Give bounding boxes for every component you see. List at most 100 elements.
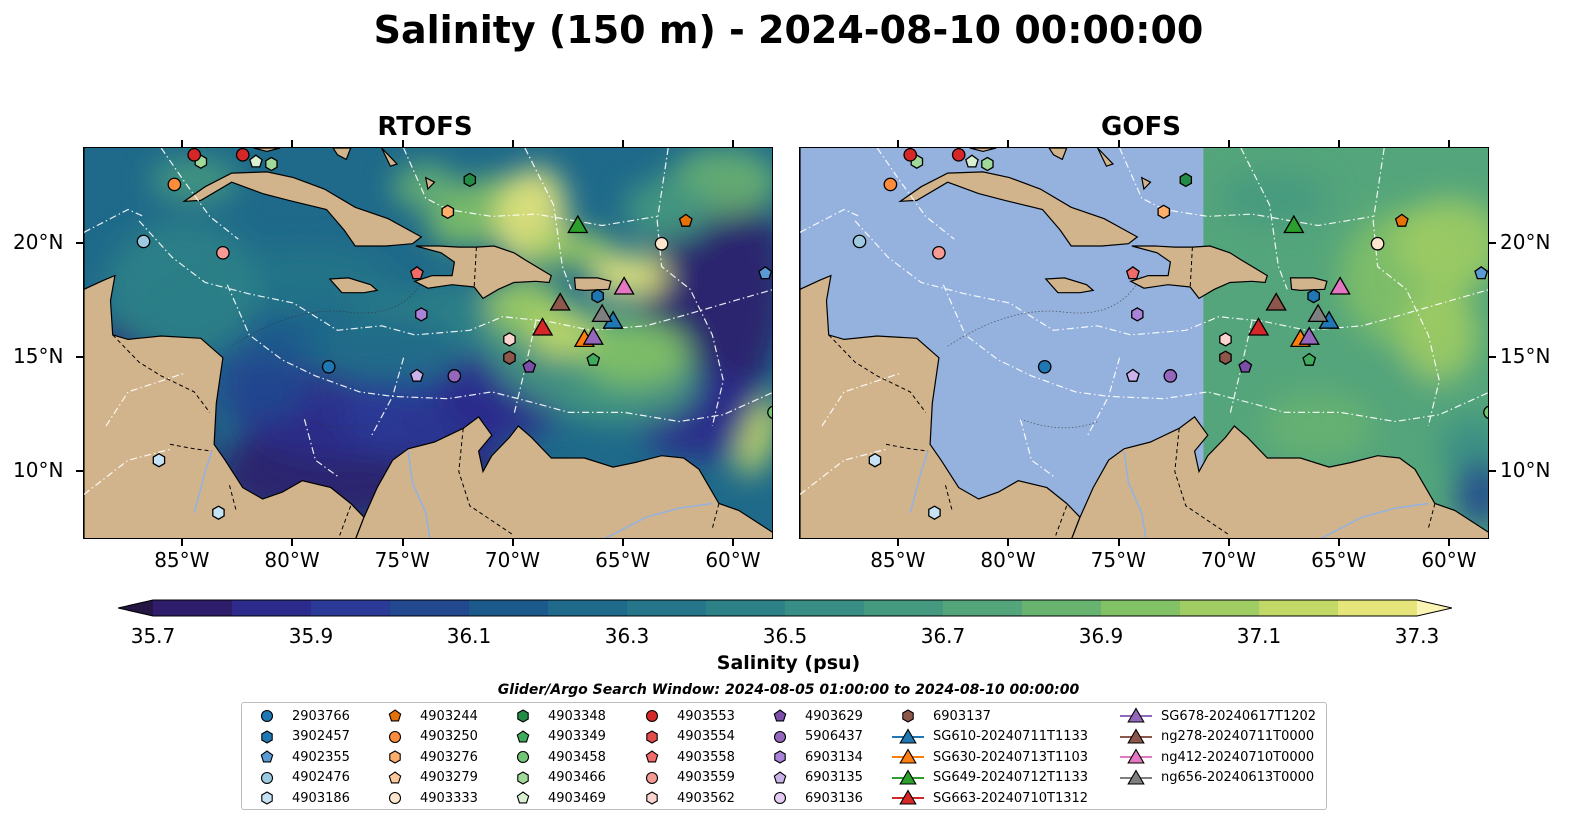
panel-title-rtofs: RTOFS <box>377 112 473 142</box>
eez-line-3 <box>403 148 658 227</box>
argo-marker-6903135 <box>1125 368 1140 382</box>
legend: 2903766 3902457 4902355 4902476 4903186 49032… <box>241 702 1327 810</box>
colorbar-bin <box>864 600 944 616</box>
land-jamaica <box>1044 277 1095 294</box>
lat-tick-mark <box>76 469 83 472</box>
legend-marker-triangle-icon <box>1120 748 1152 764</box>
lon-tick-mark <box>511 140 514 147</box>
legend-marker-triangle-icon <box>1120 707 1152 723</box>
legend-item-ng656-20240613T0000: ng656-20240613T0000 <box>1119 768 1314 788</box>
legend-label: SG649-20240712T1133 <box>933 770 1089 785</box>
lon-tick-mark <box>1227 140 1230 147</box>
lat-tick-mark <box>1489 469 1496 472</box>
argo-marker-4903186 <box>152 452 166 468</box>
lon-tick-mark <box>401 140 404 147</box>
eez-line-0 <box>854 220 1488 336</box>
lon-tick-label-gofs: 60°W <box>1421 548 1477 572</box>
colorbar-bin <box>548 600 628 616</box>
colorbar-tick-label: 37.3 <box>1394 624 1440 648</box>
lon-tick-mark <box>1117 539 1120 546</box>
argo-marker-4903469 <box>249 154 263 168</box>
legend-marker-triangle-icon <box>1120 768 1152 785</box>
colorbar-tick-label: 36.7 <box>920 624 966 648</box>
eez-line-2 <box>160 148 239 240</box>
argo-marker-4903186 <box>212 505 225 520</box>
country-border-6 <box>711 503 720 529</box>
river-1 <box>1123 450 1147 538</box>
eez-line-1 <box>226 284 772 423</box>
argo-marker-4903629 <box>1238 359 1253 373</box>
legend-item-SG610-20240711T1133: SG610-20240711T1133 <box>891 727 1088 747</box>
colorbar-over-arrow <box>1417 600 1452 616</box>
country-border-1 <box>885 443 928 452</box>
argo-marker-4903458 <box>767 405 772 419</box>
legend-label: 6903137 <box>933 708 991 724</box>
argo-marker-4903250 <box>167 177 182 192</box>
legend-label: 4903250 <box>420 729 478 744</box>
colorbar-tick-label: 35.9 <box>288 624 334 648</box>
glider-marker-SG678-20240617T1202 <box>1298 326 1320 345</box>
legend-label: 4903466 <box>548 770 606 785</box>
argo-marker-4903186 <box>868 452 882 468</box>
lat-tick-mark <box>1489 355 1496 358</box>
land-florida-keys <box>253 148 281 153</box>
lon-tick-label-gofs: 75°W <box>1090 548 1146 572</box>
argo-marker-3902457 <box>1307 288 1320 304</box>
argo-marker-3902457 <box>591 288 604 304</box>
legend-label: 5906437 <box>805 729 863 744</box>
lon-tick-label-rtofs: 70°W <box>484 548 541 572</box>
colorbar-bin <box>469 600 549 616</box>
legend-marker-pentagon-icon <box>773 709 787 722</box>
argo-marker-4902476 <box>852 234 867 249</box>
land-jamaica <box>328 277 379 294</box>
legend-marker-hexagon-icon <box>774 750 786 764</box>
argo-marker-4903458 <box>1483 405 1488 419</box>
lat-tick-label-left: 10°N <box>13 457 64 482</box>
eez-line-6 <box>105 373 184 427</box>
argo-marker-4902476 <box>136 234 151 249</box>
river-0 <box>193 450 213 513</box>
land-florida-keys <box>969 148 997 153</box>
argo-marker-4902355 <box>1474 265 1488 280</box>
gofs-map[interactable] <box>799 147 1489 539</box>
colorbar-bin <box>1259 600 1339 616</box>
legend-label: ng412-20240710T0000 <box>1161 749 1315 765</box>
legend-label: 4903562 <box>677 790 735 806</box>
gofs-map-canvas <box>800 148 1488 538</box>
legend-marker-pentagon-icon <box>773 770 787 783</box>
colorbar-outline <box>118 599 1452 617</box>
lat-tick-label-right: 15°N <box>1500 343 1551 368</box>
glider-marker-ng656-20240613T0000 <box>1307 303 1329 323</box>
lon-tick-label-gofs: 80°W <box>980 548 1036 572</box>
legend-item-4903333: 4903333 <box>378 788 478 808</box>
legend-label: 4903554 <box>677 729 735 744</box>
legend-label: 4902355 <box>292 749 350 765</box>
colorbar-bin <box>1022 600 1102 616</box>
colorbar-tick-label: 36.5 <box>762 624 808 648</box>
rtofs-map[interactable] <box>83 147 773 539</box>
colorbar-tick-label: 36.3 <box>604 624 650 648</box>
lon-tick-mark <box>1448 539 1451 546</box>
land-bahamas-3 <box>424 176 436 191</box>
legend-label: 4903186 <box>292 790 350 806</box>
argo-marker-4903244 <box>678 213 693 227</box>
legend-item-4903554: 4903554 <box>635 727 735 747</box>
legend-label: 4903469 <box>548 790 606 806</box>
lon-tick-mark <box>291 539 294 546</box>
legend-item-4902476: 4902476 <box>250 768 350 788</box>
argo-marker-4903348 <box>1179 172 1193 188</box>
search-window-caption: Glider/Argo Search Window: 2024-08-05 01… <box>497 682 1080 698</box>
country-border-4 <box>458 428 515 536</box>
legend-marker-circle-icon <box>773 730 787 743</box>
lat-tick-mark <box>1489 241 1496 244</box>
legend-item-4903466: 4903466 <box>506 768 606 788</box>
land-hispaniola <box>1129 245 1269 300</box>
land-south-america <box>355 416 772 538</box>
lat-tick-label-left: 20°N <box>13 229 64 254</box>
argo-marker-4903553 <box>187 148 202 162</box>
colorbar-under-arrow <box>118 600 153 616</box>
colorbar-tick-label: 36.9 <box>1078 624 1124 648</box>
river-0 <box>909 450 929 513</box>
lon-tick-label-rtofs: 75°W <box>374 548 430 572</box>
colorbar-bin <box>706 600 786 616</box>
